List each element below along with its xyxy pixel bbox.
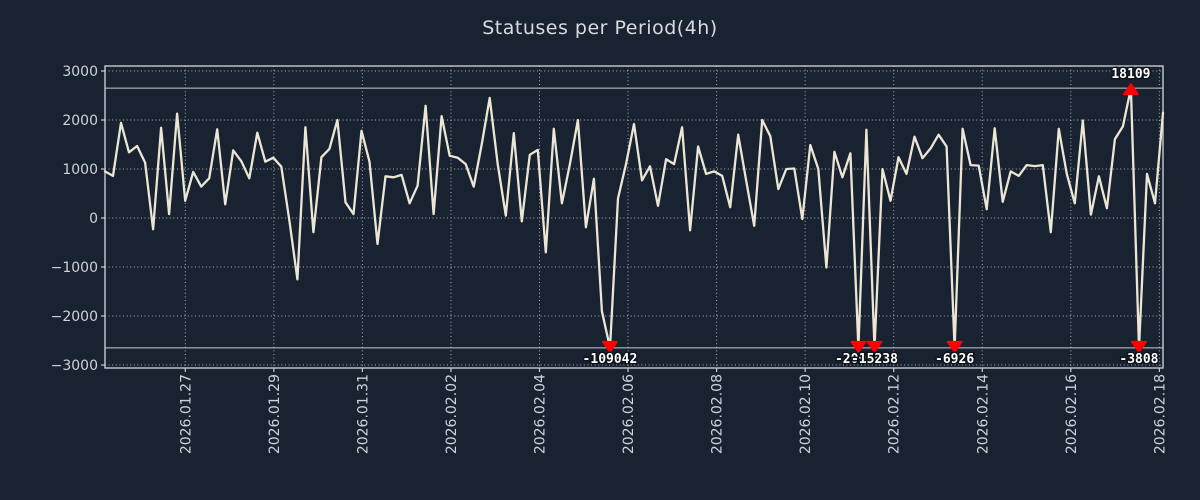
y-tick-label: 1000 [62,162,98,178]
x-tick-label: 2026.02.02 [444,374,460,454]
x-tick-label: 2026.02.14 [975,374,991,454]
y-tick-label: 2000 [62,113,98,129]
x-tick-label: 2026.02.04 [533,374,549,454]
chart-title: Statuses per Period(4h) [482,17,718,39]
outlier-value-label: -109042 [583,352,638,367]
outlier-value-label: -3808 [1119,352,1158,367]
outlier-marker-icon [946,340,963,353]
y-tick-label: −3000 [51,358,98,374]
x-tick-label: 2026.01.29 [267,374,283,454]
x-tick-label: 2026.02.08 [710,374,726,454]
outlier-marker-icon [866,340,883,353]
outlier-value-label: -6926 [935,352,974,367]
outlier-marker-icon [850,340,867,353]
outlier-marker-icon [1122,83,1139,96]
x-tick-label: 2026.02.10 [798,374,814,454]
x-tick-label: 2026.02.12 [887,374,903,454]
plot-border [104,65,1164,369]
x-tick-label: 2026.02.06 [621,374,637,454]
outlier-value-label: 18109 [1111,67,1150,82]
x-tick-label: 2026.01.31 [355,374,371,454]
x-tick-label: 2026.02.18 [1152,374,1168,454]
outlier-marker-icon [1130,340,1147,353]
data-series-line [103,87,1165,350]
y-tick-label: −2000 [51,309,98,325]
y-tick-label: 0 [89,211,98,227]
y-tick-label: −1000 [51,260,98,276]
x-tick-label: 2026.02.16 [1064,374,1080,454]
outlier-value-label: -15238 [851,352,898,367]
outlier-marker-icon [601,340,618,353]
x-tick-label: 2026.01.27 [178,374,194,454]
y-tick-label: 3000 [62,64,98,80]
outlier-value-label: -20925 [835,352,882,367]
